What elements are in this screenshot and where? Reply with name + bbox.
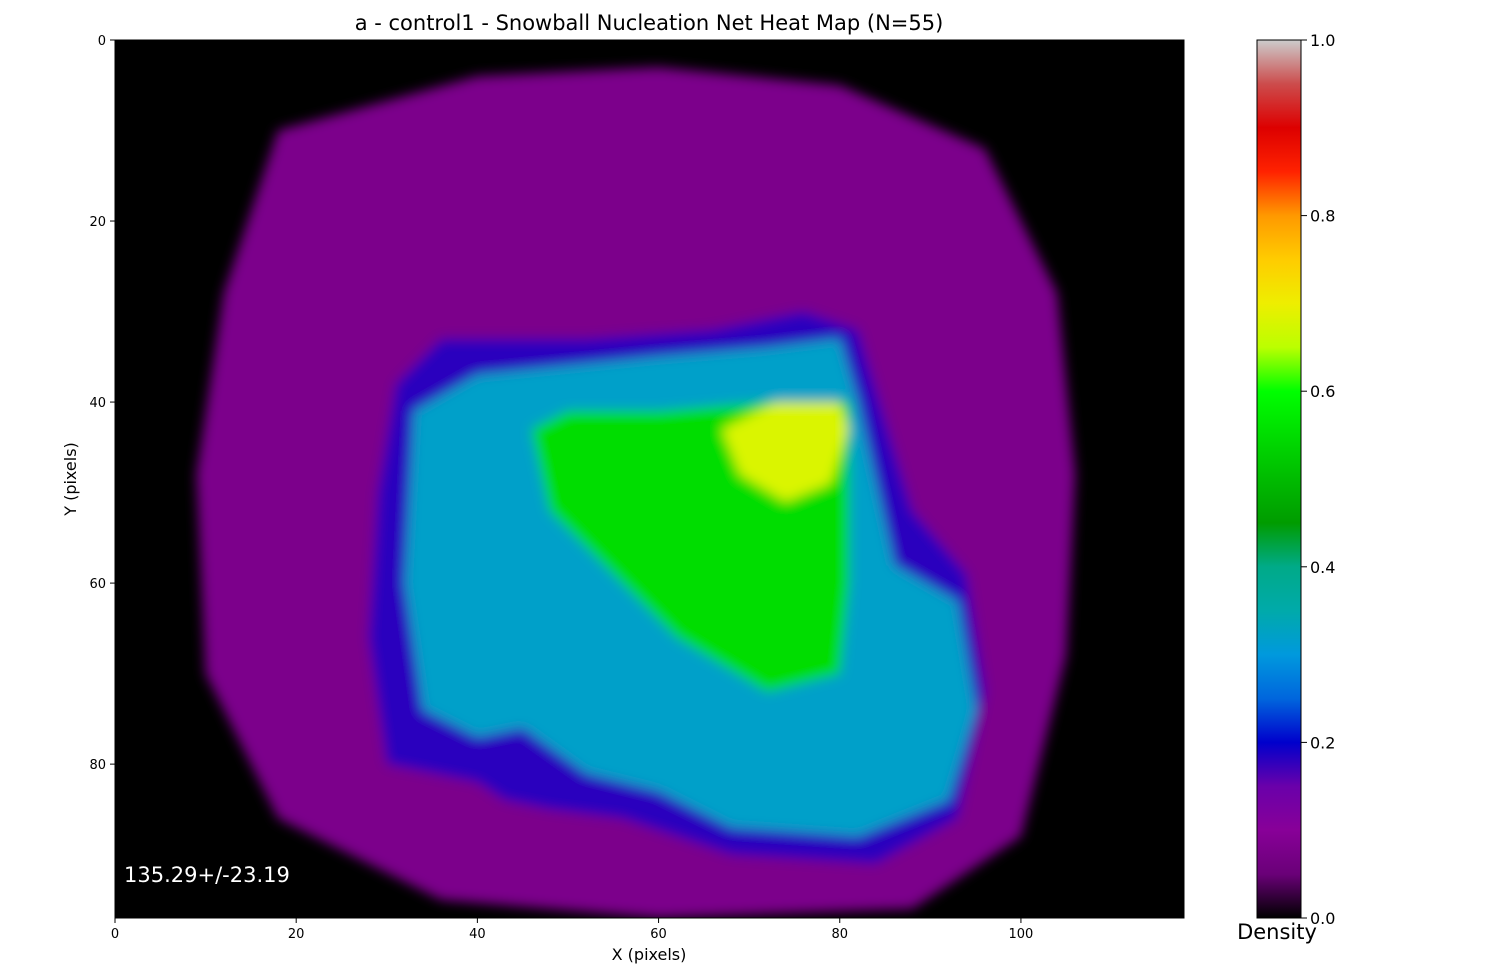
x-axis-label: X (pixels) <box>612 945 687 964</box>
y-axis-label: Y (pixels) <box>61 442 80 517</box>
heatmap-density-layer <box>196 67 1076 918</box>
colorbar-tick-label: 0.2 <box>1310 733 1335 752</box>
colorbar: 0.0 0.2 0.4 0.6 0.8 1.0 Density <box>1237 31 1335 944</box>
x-tick-label: 60 <box>650 927 667 942</box>
colorbar-tick-label: 0.4 <box>1310 558 1335 577</box>
colorbar-label: Density <box>1237 920 1317 944</box>
heatmap-regions <box>196 67 1076 918</box>
x-tick-label: 0 <box>111 927 119 942</box>
y-tick-label: 80 <box>89 758 106 773</box>
y-axis-ticks: 0 20 40 60 80 <box>89 34 115 773</box>
heatmap-region-hotspot <box>722 402 849 502</box>
colorbar-tick-label: 0.8 <box>1310 207 1335 226</box>
y-tick-label: 0 <box>98 34 106 49</box>
x-tick-label: 20 <box>288 927 305 942</box>
colorbar-tick-label: 0.6 <box>1310 382 1335 401</box>
colorbar-ticks: 0.0 0.2 0.4 0.6 0.8 1.0 <box>1301 31 1335 928</box>
colorbar-tick-label: 1.0 <box>1310 31 1335 50</box>
x-tick-label: 80 <box>831 927 848 942</box>
heatmap-plot-area <box>114 39 1185 919</box>
y-tick-label: 40 <box>89 396 106 411</box>
x-axis-ticks: 0 20 40 60 80 100 <box>111 918 1033 942</box>
chart-title: a - control1 - Snowball Nucleation Net H… <box>355 11 944 35</box>
x-tick-label: 40 <box>469 927 486 942</box>
y-tick-label: 20 <box>89 215 106 230</box>
colorbar-bar <box>1256 39 1302 919</box>
x-tick-label: 100 <box>1009 927 1034 942</box>
colorbar-tick-label: 0.0 <box>1310 909 1335 928</box>
mean-annotation: 135.29+/-23.19 <box>124 863 290 887</box>
y-tick-label: 60 <box>89 577 106 592</box>
plot-frame <box>114 39 1185 919</box>
